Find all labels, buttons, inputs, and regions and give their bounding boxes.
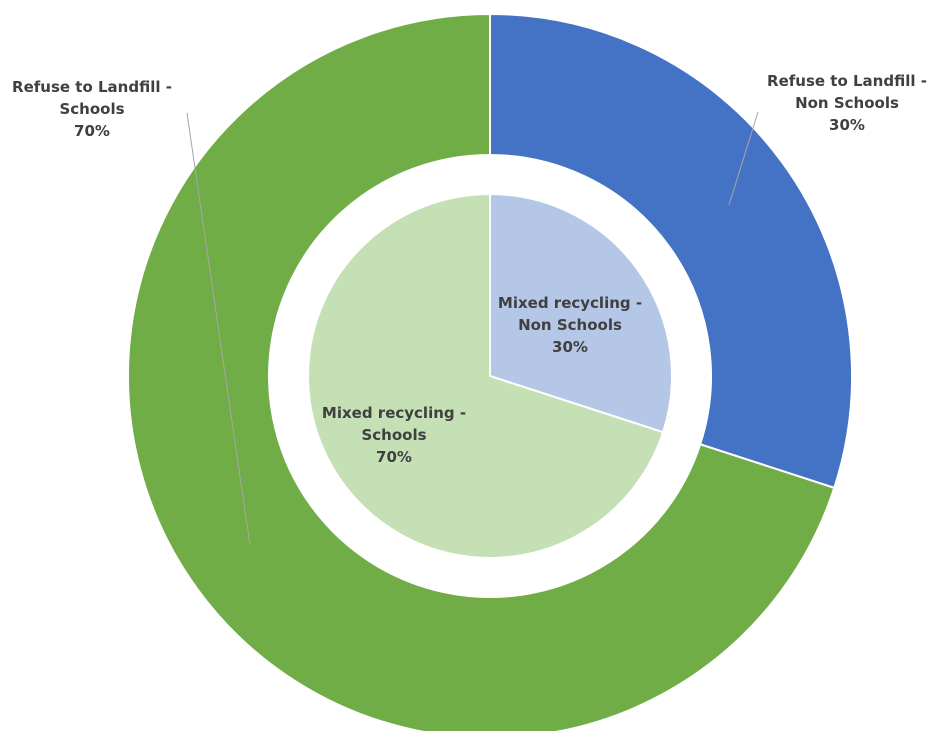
slice-label-line: Schools: [59, 100, 124, 118]
outer-slice-1: [489, 12, 853, 490]
outer-leader-line-1: [728, 111, 759, 206]
outer-slice-2: [127, 12, 836, 731]
leader-lines: [186, 111, 759, 546]
slice-percent: 30%: [552, 338, 588, 356]
inner-slice-label-1: Mixed recycling - Non Schools 30%: [498, 294, 642, 356]
slice-percent: 70%: [74, 122, 110, 140]
inner-slice-2: [307, 192, 665, 559]
data-labels: Refuse to Landfill -Non Schools 30%Refuse…: [12, 72, 927, 466]
slice-label-line: Non Schools: [795, 94, 899, 112]
inner-ring: [307, 192, 673, 559]
inner-slice-label-2: Mixed recycling - Schools 70%: [322, 404, 466, 466]
outer-slice-label-1: Refuse to Landfill - Non Schools 30%: [767, 72, 927, 134]
slice-label-line: Schools: [361, 426, 426, 444]
slice-percent: 30%: [829, 116, 865, 134]
slice-label-line: Mixed recycling -: [322, 404, 466, 422]
slice-label-line: Mixed recycling -: [498, 294, 642, 312]
outer-slice-label-2: Refuse to Landfill - Schools 70%: [12, 78, 172, 140]
outer-leader-line-2: [186, 112, 251, 546]
outer-ring: [127, 12, 853, 731]
slice-label-line: Non Schools: [518, 316, 622, 334]
slice-label-line: Refuse to Landfill -: [12, 78, 172, 96]
inner-slice-1: [489, 192, 673, 434]
slice-percent: 70%: [376, 448, 412, 466]
slice-label-line: Refuse to Landfill -: [767, 72, 927, 90]
